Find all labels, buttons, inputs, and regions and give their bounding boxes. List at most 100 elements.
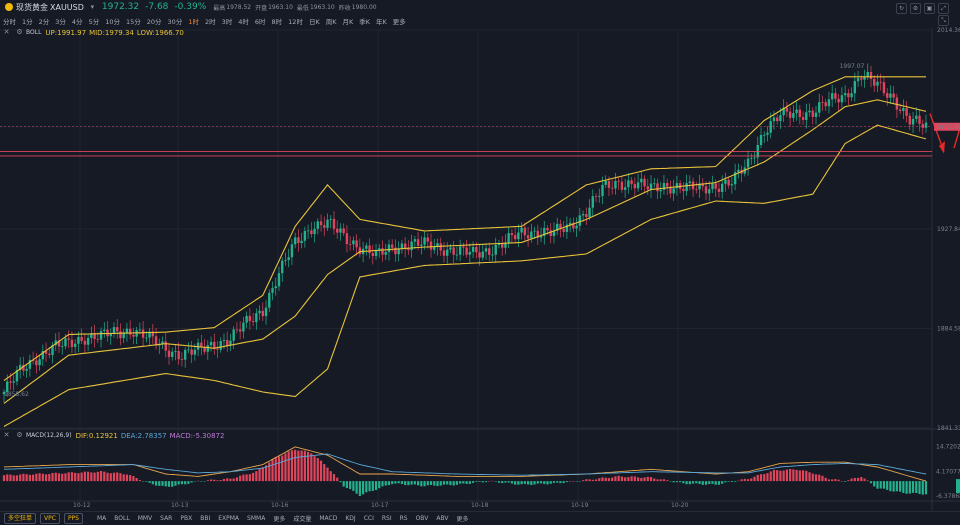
arrow-up-line (953, 125, 960, 149)
macd-bar (721, 481, 724, 484)
macd-bar (112, 472, 116, 482)
candle-body (785, 107, 789, 112)
macd-bar (607, 478, 611, 482)
expand-icon[interactable]: ⤢ (938, 3, 949, 14)
period-tab[interactable]: 15分 (125, 17, 141, 26)
settings-icon[interactable]: ⚙ (910, 3, 921, 14)
indicator-tab[interactable]: SAR (160, 515, 173, 522)
bottom-indicator-bar: 多空狂单 VPC PPS MA BOLL MMV SAR PBX BBI EXPMA SMMA 更多成… (0, 511, 960, 525)
candle-body (769, 121, 772, 133)
candle-body (154, 336, 158, 346)
period-tab[interactable]: 5分 (88, 17, 100, 26)
period-tab[interactable]: 12时 (288, 17, 303, 26)
camera-icon[interactable]: ▣ (924, 3, 935, 14)
macd-bar (222, 478, 226, 482)
instrument-symbol[interactable]: XAUUSD (50, 2, 84, 12)
macd-bar (811, 473, 814, 482)
indicator-tab[interactable]: KDJ (345, 515, 356, 522)
indicator-tab[interactable]: CCI (363, 515, 374, 522)
indicator-tab[interactable]: 更多 (273, 516, 286, 523)
macd-bar (306, 451, 310, 482)
indicator-tab[interactable]: BOLL (114, 515, 130, 522)
macd-bar (501, 481, 504, 484)
period-tab[interactable]: 周K (325, 17, 337, 26)
period-tab[interactable]: 3时 (221, 17, 233, 26)
period-tab[interactable]: 20分 (146, 17, 162, 26)
candle-body (452, 247, 455, 255)
indicator-tab[interactable]: SMMA (247, 515, 266, 522)
candle-body (18, 364, 22, 370)
period-tab[interactable]: 1分 (22, 17, 33, 26)
period-tab[interactable]: 10分 (105, 17, 120, 26)
candle-body (271, 288, 274, 293)
period-tab[interactable]: 分时 (3, 17, 16, 26)
macd-pane (2, 446, 928, 496)
macd-bar (491, 480, 494, 482)
indicator-tab[interactable]: RS (399, 515, 408, 522)
macd-bar (743, 478, 746, 482)
indicator-tab[interactable]: PBX (180, 515, 193, 522)
period-tab[interactable]: 8时 (271, 17, 283, 26)
indicator-tab[interactable]: 更多 (456, 516, 469, 523)
indicator-tab[interactable]: MMV (137, 515, 153, 522)
tool-tag[interactable]: 多空狂单 (4, 513, 37, 524)
chevron-down-icon[interactable]: ▾ (90, 2, 95, 11)
period-tab[interactable]: 年K (376, 17, 387, 26)
macd-bar (145, 481, 148, 482)
period-tab[interactable]: 4分 (71, 17, 83, 26)
candle-body (921, 123, 924, 128)
period-tab[interactable]: 30分 (167, 17, 183, 26)
macd-bar (510, 481, 514, 484)
tool-tag[interactable]: VPC (40, 513, 60, 524)
candle-body (420, 244, 423, 246)
instrument-title[interactable]: 现货黄金 (16, 2, 48, 12)
refresh-icon[interactable]: ↻ (896, 3, 907, 14)
candle-body (465, 247, 468, 255)
macd-bar (895, 481, 898, 492)
macd-bar (426, 481, 429, 486)
indicator-tab[interactable]: OBV (415, 515, 429, 522)
macd-bar (300, 450, 303, 482)
fullscreen-icon[interactable]: ⤡ (938, 15, 949, 26)
period-tab[interactable]: 6时 (254, 17, 266, 26)
indicator-tab[interactable]: ABV (436, 515, 449, 522)
candle-body (898, 109, 902, 111)
settings-icon[interactable]: ⚙ (16, 431, 23, 439)
indicator-tab[interactable]: RSI (381, 515, 392, 522)
indicator-tab[interactable]: BBI (200, 515, 211, 522)
period-tab[interactable]: 季K (359, 17, 371, 26)
period-tab[interactable]: 2分 (38, 17, 50, 26)
period-tab[interactable]: 2时 (204, 17, 216, 26)
tool-tag[interactable]: PPS (63, 513, 83, 524)
period-tab[interactable]: 3分 (55, 17, 66, 26)
period-tab[interactable]: 4时 (238, 17, 249, 26)
candle-body (86, 337, 90, 345)
candle-body (559, 223, 562, 229)
date-label: 10-12 (73, 502, 91, 509)
candle-body (151, 331, 155, 337)
macd-bar (19, 474, 22, 482)
period-tab[interactable]: 1时 (188, 17, 199, 26)
macd-bar (546, 481, 549, 485)
close-icon[interactable]: ✕ (3, 431, 10, 439)
candle-body (889, 93, 892, 98)
indicator-tab[interactable]: MA (96, 515, 107, 522)
boll-lower-line (3, 124, 927, 427)
candle-body (792, 113, 795, 118)
macd-bar (326, 467, 329, 482)
indicator-tab[interactable]: 成交量 (293, 516, 312, 523)
period-tab[interactable]: 月K (342, 17, 354, 26)
candle-body (264, 307, 268, 317)
macd-bar (627, 477, 630, 482)
macd-bar (436, 481, 439, 487)
candle-body (293, 237, 297, 245)
candle-body (384, 252, 387, 255)
close-icon[interactable]: ✕ (3, 28, 10, 36)
indicator-tab[interactable]: MACD (319, 515, 338, 522)
macd-bar (750, 478, 753, 482)
indicator-tab[interactable]: EXPMA (218, 515, 240, 522)
settings-icon[interactable]: ⚙ (16, 28, 23, 36)
period-tab[interactable]: 更多 (392, 17, 406, 26)
period-tab[interactable]: 日K (308, 17, 320, 26)
